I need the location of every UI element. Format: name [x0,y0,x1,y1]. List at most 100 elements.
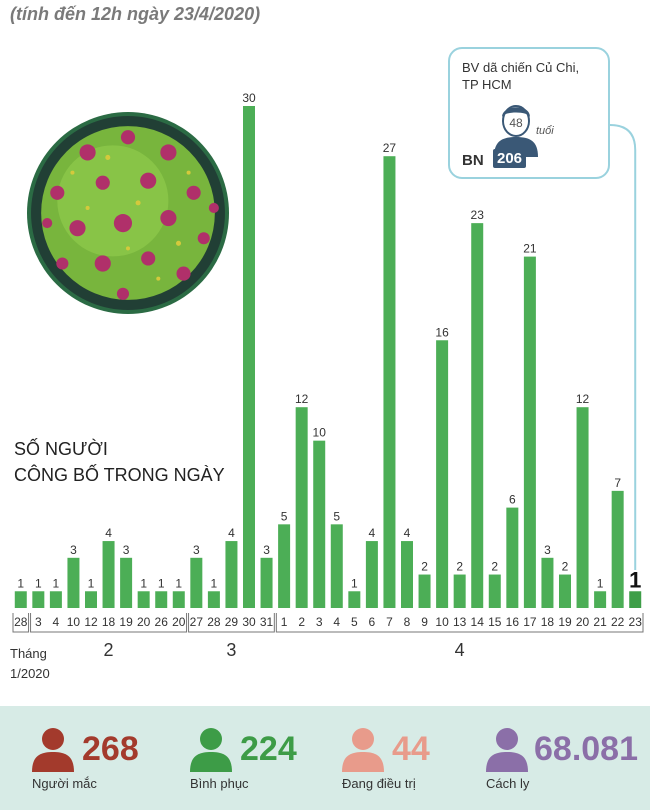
bar [453,574,466,608]
daily-cases-bar-chart: 1281314310112418319120126120327128429303… [10,91,644,681]
bar [629,591,642,608]
x-tick-label: 20 [137,615,151,629]
bar [207,591,220,608]
bar-value-label: 1 [53,576,60,590]
bar [67,557,80,608]
x-tick-label: 3 [316,615,323,629]
bar-value-label: 1 [597,576,604,590]
callout-age-unit: tuổi [536,125,554,137]
stat-isolated-value: 68.081 [534,730,638,768]
x-tick-label: 4 [53,615,60,629]
month-bracket [12,613,30,633]
bar-value-label: 3 [263,543,270,557]
bar-value-label: 6 [509,493,516,507]
bar [541,557,554,608]
stat-treating: 44 Đang điều trị [340,706,470,810]
x-tick-label: 18 [102,615,116,629]
x-tick-label: 29 [225,615,239,629]
x-tick-label: 8 [404,615,411,629]
bar [506,507,519,608]
chart-heading-line1: SỐ NGƯỜI [14,439,108,459]
stat-treating-label: Đang điều trị [342,776,416,791]
bar-value-label: 1 [88,576,95,590]
x-tick-label: 6 [369,615,376,629]
x-tick-label: 4 [333,615,340,629]
bar-value-label: 7 [614,476,621,490]
stat-recovered-label: Bình phục [190,776,249,791]
x-tick-label: 2 [298,615,305,629]
bar-value-label: 2 [562,560,569,574]
chart-heading: SỐ NGƯỜI CÔNG BỐ TRONG NGÀY [14,436,225,488]
bar-value-label: 3 [70,543,77,557]
bar [85,591,97,608]
bar-value-label: 3 [544,543,551,557]
bar [383,156,396,608]
x-tick-label: 20 [172,615,186,629]
stat-isolated: 68.081 Cách ly [484,706,648,810]
bar-value-label: 1 [158,576,165,590]
bar [313,440,326,608]
bar [365,541,378,608]
month-label: 4 [455,640,465,660]
month-bracket [275,613,644,633]
patient-callout: BV dã chiến Củ Chi, TP HCM 48 tuổi BN 20… [448,47,610,179]
callout-age: 48 [509,116,523,130]
bar [155,591,168,608]
bar [348,591,361,608]
bar [260,557,273,608]
bar [243,106,255,608]
x-tick-label: 30 [242,615,256,629]
month-label: 2 [104,640,114,660]
x-tick-label: 19 [558,615,572,629]
bar [471,223,484,608]
bar [225,541,238,608]
bar-value-label: 1 [140,576,147,590]
bar [436,340,449,608]
person-treating-icon [342,728,384,772]
bar-value-label: 30 [242,91,256,105]
bar-value-label: 21 [523,242,537,256]
callout-patient-number: 206 [493,149,527,168]
bar [14,591,27,608]
bar-value-label: 3 [123,543,130,557]
x-tick-label: 9 [421,615,428,629]
stat-recovered-value: 224 [240,730,297,768]
callout-hospital-line1: BV dã chiến Củ Chi, [462,60,580,75]
bar [559,574,571,608]
bar [137,591,150,608]
x-tick-label: 28 [207,615,221,629]
chart-heading-line2: CÔNG BỐ TRONG NGÀY [14,465,225,485]
bar-value-label: 12 [576,392,590,406]
month-label: Tháng [10,646,47,661]
x-tick-label: 17 [523,615,537,629]
callout-connector [609,124,637,570]
month-bracket [188,613,275,633]
bar-value-label: 3 [193,543,200,557]
callout-hospital-line2: TP HCM [462,77,512,92]
stat-cases-label: Người mắc [32,776,97,791]
bar [49,591,62,608]
bar [523,256,536,608]
bar-value-label: 4 [105,526,112,540]
x-tick-label: 22 [611,615,625,629]
bar-value-label: 1 [175,576,182,590]
stat-cases: 268 Người mắc [30,706,180,810]
month-bracket [30,613,188,633]
x-tick-label: 21 [593,615,607,629]
x-tick-label: 7 [386,615,393,629]
bar-value-label: 5 [333,509,340,523]
bar-value-label: 12 [295,392,309,406]
x-tick-label: 20 [576,615,590,629]
bar [32,591,45,608]
bar [330,524,343,608]
bar [488,574,501,608]
bar-value-label: 2 [491,560,498,574]
x-tick-label: 27 [190,615,204,629]
stat-cases-value: 268 [82,730,139,768]
bar-value-label: 4 [369,526,376,540]
month-label-year: 1/2020 [10,666,50,681]
bar-value-label: 16 [435,325,449,339]
x-tick-label: 18 [541,615,555,629]
x-tick-label: 14 [471,615,485,629]
bar-value-label: 4 [228,526,235,540]
